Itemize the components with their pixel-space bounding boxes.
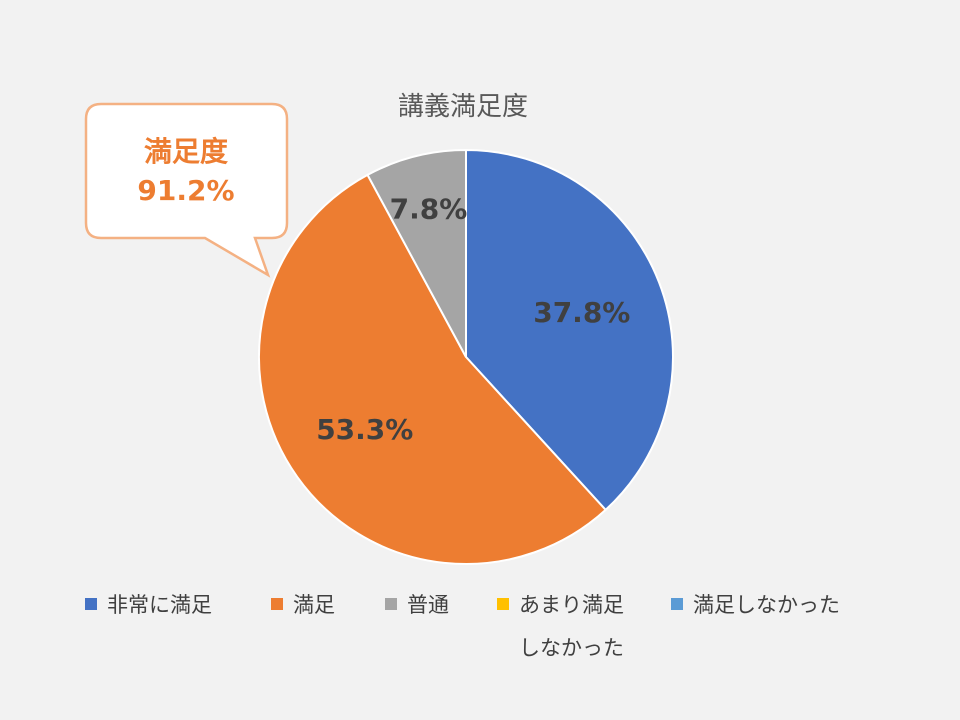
- legend-swatch-2: [385, 598, 397, 610]
- callout-value: 91.2%: [137, 174, 234, 207]
- legend: 非常に満足 満足 普通 あまり満足 しなかった 満足しなかった: [85, 593, 840, 660]
- legend-label-1: 満足: [293, 593, 335, 617]
- pie-label-2: 7.8%: [390, 192, 468, 225]
- legend-swatch-1: [271, 598, 283, 610]
- pie-label-1: 53.3%: [316, 413, 413, 446]
- callout-label: 満足度: [144, 135, 228, 168]
- callout-shape: [84, 102, 289, 278]
- legend-label-3b: しなかった: [519, 636, 624, 660]
- legend-label-2: 普通: [407, 593, 449, 617]
- pie-data-labels: 37.8% 53.3% 7.8%: [316, 192, 630, 445]
- legend-label-4: 満足しなかった: [693, 593, 840, 617]
- pie-slice-2: [366, 148, 467, 358]
- callout-bubble: 満足度 91.2%: [84, 102, 289, 278]
- chart-title: 講義満足度: [398, 92, 528, 122]
- legend-swatch-0: [85, 598, 97, 610]
- pie-slice-1: [258, 173, 608, 565]
- legend-label-0: 非常に満足: [107, 593, 212, 617]
- pie-slices: [258, 148, 674, 565]
- legend-swatch-4: [671, 598, 683, 610]
- pie-slice-0: [465, 148, 674, 512]
- legend-label-3a: あまり満足: [519, 593, 624, 617]
- pie-label-0: 37.8%: [533, 296, 630, 329]
- legend-swatch-3: [497, 598, 509, 610]
